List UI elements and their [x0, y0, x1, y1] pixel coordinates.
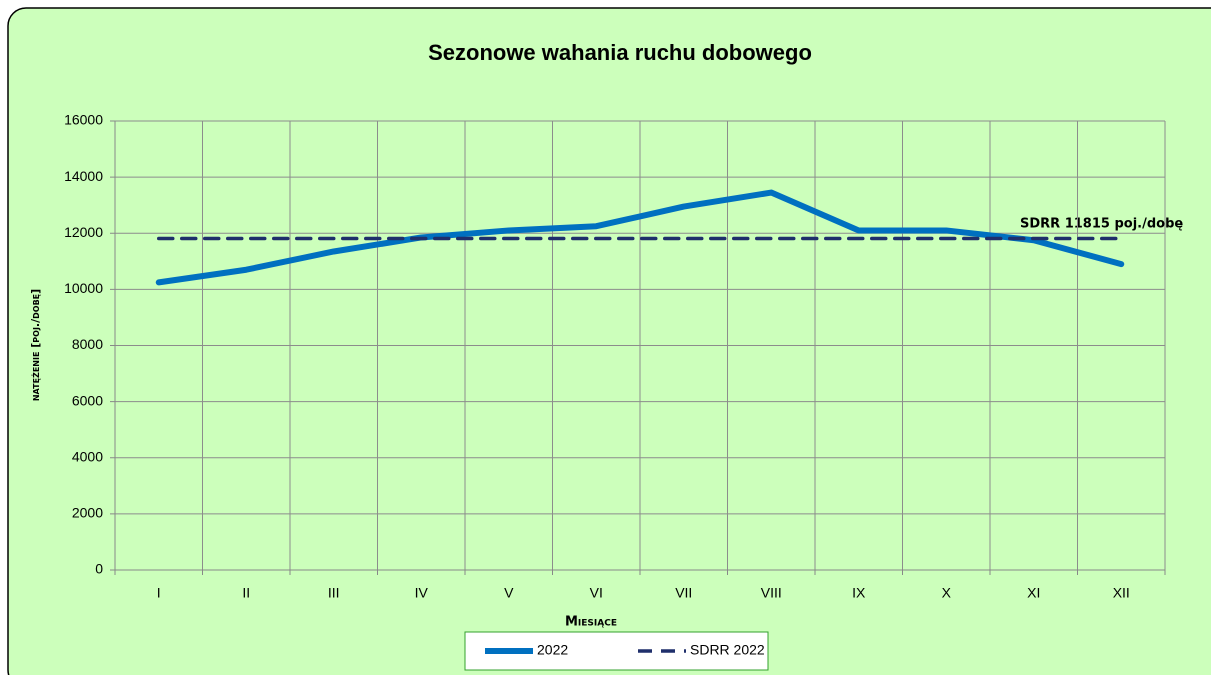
- y-tick-label: 8000: [72, 336, 103, 352]
- y-tick-label: 14000: [64, 168, 103, 184]
- x-tick-label: XII: [1113, 585, 1130, 601]
- x-tick-label: IV: [415, 585, 429, 601]
- x-tick-label: VIII: [761, 585, 782, 601]
- legend-label: 2022: [537, 642, 568, 658]
- chart-title: Sezonowe wahania ruchu dobowego: [428, 40, 812, 65]
- x-tick-label: IX: [852, 585, 866, 601]
- x-tick-label: V: [504, 585, 514, 601]
- y-tick-label: 10000: [64, 280, 103, 296]
- chart-background: [7, 7, 1211, 675]
- x-tick-label: XI: [1027, 585, 1040, 601]
- annotation: SDRR 11815 poj./dobę: [1020, 217, 1183, 232]
- y-tick-label: 2000: [72, 505, 103, 521]
- x-axis-label: Miesiące: [565, 615, 617, 630]
- y-tick-label: 12000: [64, 224, 103, 240]
- y-tick-label: 0: [95, 561, 103, 577]
- x-tick-label: I: [157, 585, 161, 601]
- y-axis-label: natężenie [poj./dobę]: [29, 289, 42, 401]
- x-tick-label: III: [328, 585, 340, 601]
- x-tick-label: VII: [675, 585, 692, 601]
- x-tick-label: X: [942, 585, 952, 601]
- y-tick-label: 4000: [72, 448, 103, 464]
- y-tick-label: 16000: [64, 112, 103, 128]
- x-tick-label: II: [242, 585, 250, 601]
- y-tick-label: 6000: [72, 392, 103, 408]
- legend-label: SDRR 2022: [690, 642, 765, 658]
- x-tick-label: VI: [590, 585, 603, 601]
- series-line: [155, 189, 1125, 286]
